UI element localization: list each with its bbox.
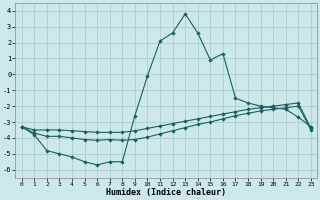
X-axis label: Humidex (Indice chaleur): Humidex (Indice chaleur) — [106, 188, 226, 197]
